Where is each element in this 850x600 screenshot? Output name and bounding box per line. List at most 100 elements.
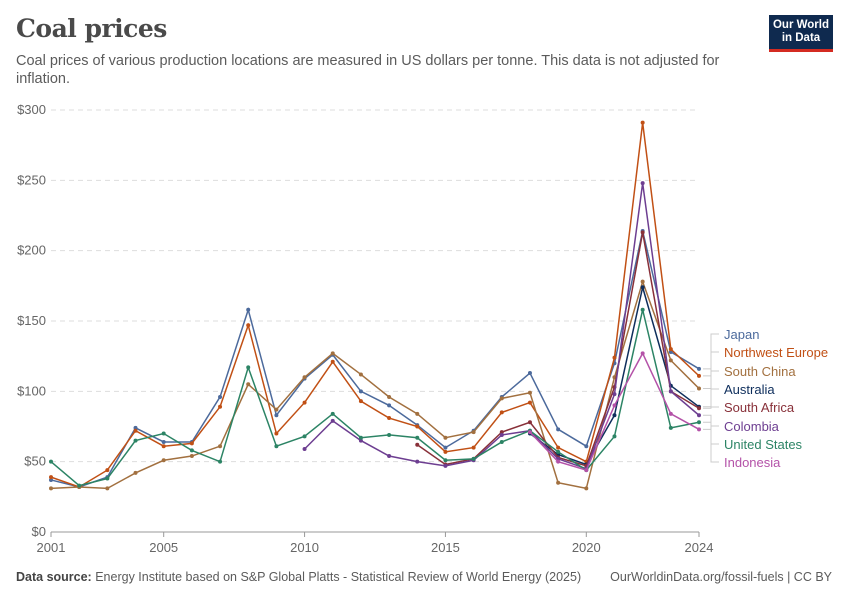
data-point bbox=[133, 428, 138, 433]
data-point bbox=[161, 458, 166, 463]
data-point bbox=[387, 454, 392, 459]
x-tick-label: 2001 bbox=[37, 540, 66, 555]
y-tick-label: $50 bbox=[24, 454, 46, 469]
y-tick-label: $200 bbox=[17, 243, 46, 258]
data-point bbox=[668, 347, 673, 352]
data-point bbox=[640, 279, 645, 284]
data-point bbox=[218, 459, 223, 464]
data-point bbox=[443, 445, 448, 450]
data-point bbox=[189, 448, 194, 453]
data-point bbox=[133, 425, 138, 430]
data-point bbox=[556, 449, 561, 454]
data-point bbox=[584, 444, 589, 449]
legend-label: Colombia bbox=[724, 419, 780, 434]
data-point bbox=[302, 375, 307, 380]
data-point bbox=[697, 406, 701, 411]
data-point bbox=[387, 403, 392, 408]
data-point bbox=[387, 432, 392, 437]
chart-subtitle: Coal prices of various production locati… bbox=[16, 53, 720, 87]
data-point bbox=[612, 355, 617, 360]
data-point bbox=[330, 411, 335, 416]
legend-connector bbox=[703, 351, 719, 377]
legend-connector bbox=[703, 414, 719, 427]
footer-url[interactable]: OurWorldinData.org/fossil-fuels | CC BY bbox=[610, 570, 832, 584]
data-point bbox=[274, 407, 279, 412]
data-point bbox=[218, 394, 223, 399]
data-point bbox=[415, 424, 420, 429]
chart-title: Coal prices bbox=[16, 14, 167, 43]
data-point bbox=[668, 358, 673, 363]
data-point bbox=[415, 411, 420, 416]
data-point bbox=[612, 413, 617, 418]
data-point bbox=[302, 434, 307, 439]
data-point bbox=[697, 386, 701, 391]
source-text[interactable]: Energy Institute based on S&P Global Pla… bbox=[95, 570, 582, 584]
y-tick-label: $100 bbox=[17, 383, 46, 398]
data-point bbox=[189, 441, 194, 446]
legend-connector bbox=[703, 406, 719, 409]
data-point bbox=[697, 427, 701, 432]
data-point bbox=[49, 459, 53, 464]
data-point bbox=[527, 390, 532, 395]
data-point bbox=[161, 439, 166, 444]
data-point bbox=[443, 449, 448, 454]
data-point bbox=[415, 442, 420, 447]
data-point bbox=[274, 444, 279, 449]
data-point bbox=[358, 435, 363, 440]
data-point bbox=[668, 425, 673, 430]
data-point bbox=[330, 359, 335, 364]
data-source: Data source: Energy Institute based on S… bbox=[16, 570, 581, 584]
data-point bbox=[358, 372, 363, 377]
data-point bbox=[133, 438, 138, 443]
data-point bbox=[105, 486, 110, 491]
data-point bbox=[161, 431, 166, 436]
data-point bbox=[527, 430, 532, 435]
data-point bbox=[443, 458, 448, 463]
legend-label: Australia bbox=[724, 382, 775, 397]
data-point bbox=[133, 470, 138, 475]
data-point bbox=[49, 475, 53, 480]
legend-label: Japan bbox=[724, 327, 759, 342]
x-tick-label: 2024 bbox=[685, 540, 714, 555]
legend-connector bbox=[703, 428, 719, 463]
legend-connector bbox=[703, 388, 719, 408]
data-point bbox=[640, 285, 645, 290]
data-point bbox=[499, 432, 504, 437]
data-point bbox=[584, 486, 589, 491]
series-line-colombia bbox=[304, 183, 700, 470]
source-label: Data source: bbox=[16, 570, 92, 584]
data-point bbox=[358, 438, 363, 443]
data-point bbox=[415, 435, 420, 440]
data-point bbox=[527, 400, 532, 405]
data-point bbox=[527, 371, 532, 376]
x-tick-label: 2010 bbox=[290, 540, 319, 555]
data-point bbox=[246, 365, 251, 370]
legend-label: Indonesia bbox=[724, 455, 781, 470]
data-point bbox=[49, 477, 53, 482]
series-line-japan bbox=[50, 230, 700, 488]
data-point bbox=[387, 394, 392, 399]
data-point bbox=[49, 486, 53, 491]
data-point bbox=[358, 389, 363, 394]
data-point bbox=[697, 373, 701, 378]
data-point bbox=[471, 445, 476, 450]
data-point bbox=[105, 468, 110, 473]
x-tick-label: 2005 bbox=[149, 540, 178, 555]
data-point bbox=[499, 396, 504, 401]
data-point bbox=[499, 410, 504, 415]
data-point bbox=[556, 427, 561, 432]
owid-logo[interactable]: Our World in Data bbox=[769, 15, 833, 52]
data-point bbox=[499, 439, 504, 444]
data-point bbox=[640, 230, 645, 235]
data-point bbox=[105, 476, 110, 481]
data-point bbox=[358, 399, 363, 404]
data-point bbox=[499, 430, 504, 435]
data-point bbox=[302, 400, 307, 405]
x-tick-label: 2020 bbox=[572, 540, 601, 555]
data-point bbox=[274, 431, 279, 436]
legend-connector bbox=[703, 333, 719, 370]
data-point bbox=[640, 307, 645, 312]
data-point bbox=[302, 447, 307, 452]
data-point bbox=[640, 120, 645, 125]
